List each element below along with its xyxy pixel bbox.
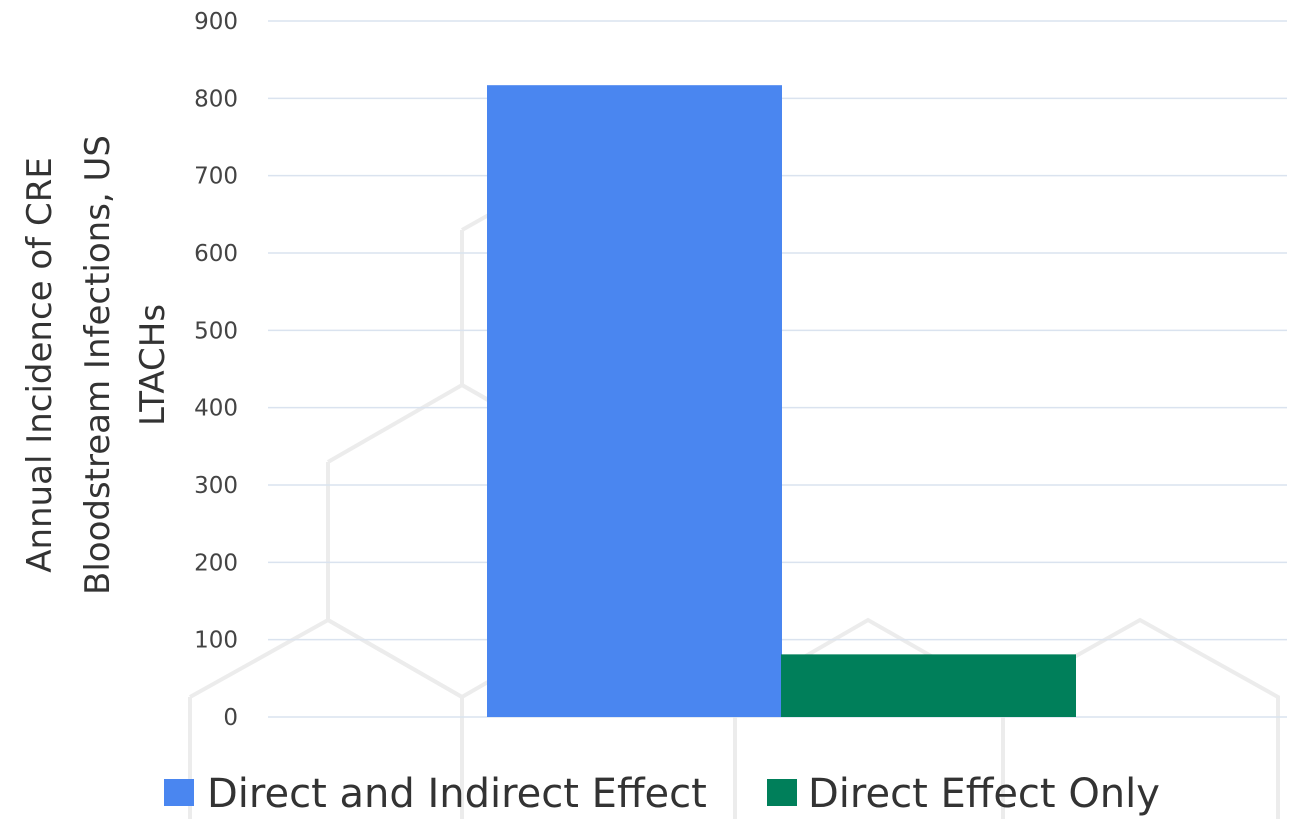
y-tick-label-100: 100: [194, 628, 238, 654]
bar-series-2: [781, 654, 1076, 717]
y-axis-label-line-1: Annual Incidence of CRE: [20, 157, 60, 573]
y-tick-label-500: 500: [194, 318, 238, 344]
legend: Direct and Indirect Effect Direct Effect…: [164, 771, 1160, 817]
y-axis-label-line-2: Bloodstream Infections, US: [78, 135, 118, 595]
y-tick-label-600: 600: [194, 241, 238, 267]
y-tick-label-800: 800: [194, 86, 238, 112]
legend-label-direct-only: Direct Effect Only: [808, 771, 1160, 817]
y-tick-label-900: 900: [194, 9, 238, 35]
y-tick-label-0: 0: [223, 705, 238, 731]
y-axis-label: Annual Incidence of CRE Bloodstream Infe…: [20, 135, 173, 595]
y-axis-ticks: 0 100 200 300 400 500 600 700 800 900: [194, 9, 238, 731]
y-tick-label-200: 200: [194, 550, 238, 576]
bars: [487, 85, 1076, 718]
y-axis-label-line-3: LTACHs: [133, 304, 173, 426]
legend-label-direct-and-indirect: Direct and Indirect Effect: [207, 771, 707, 817]
legend-swatch-direct-only: [767, 779, 797, 806]
legend-swatch-direct-and-indirect: [164, 779, 194, 806]
y-tick-label-400: 400: [194, 396, 238, 422]
y-tick-label-700: 700: [194, 164, 238, 190]
y-tick-label-300: 300: [194, 473, 238, 499]
bar-series-1: [487, 85, 782, 718]
